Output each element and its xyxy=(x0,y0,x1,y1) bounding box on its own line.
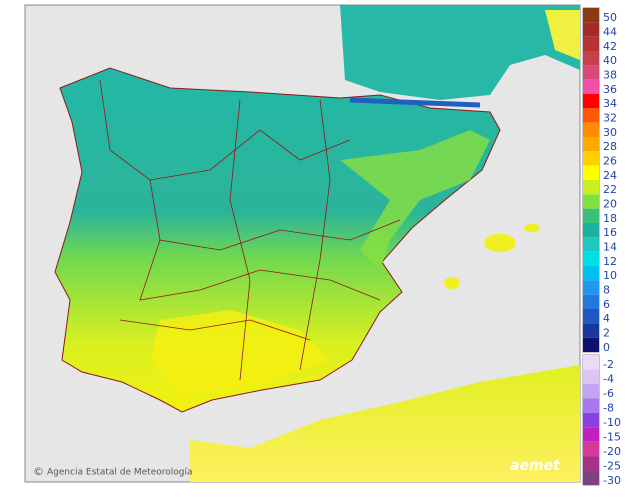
legend-label: -6 xyxy=(603,387,614,400)
legend-swatch xyxy=(583,79,599,94)
legend-swatch xyxy=(583,323,599,338)
legend-swatch xyxy=(583,337,599,352)
logo: aemet xyxy=(510,458,561,474)
legend-swatch xyxy=(583,151,599,166)
legend-swatch xyxy=(583,294,599,309)
legend-swatch xyxy=(583,309,599,324)
legend-swatch xyxy=(583,122,599,137)
legend-label: -2 xyxy=(603,358,614,371)
legend-swatch xyxy=(583,8,599,23)
legend-swatch xyxy=(583,223,599,238)
legend-swatch xyxy=(583,36,599,51)
legend-label: 18 xyxy=(603,212,617,225)
menorca xyxy=(524,224,540,232)
legend-label: 12 xyxy=(603,255,617,268)
legend-swatch xyxy=(583,65,599,80)
france xyxy=(340,5,580,100)
legend-label: -15 xyxy=(603,430,621,443)
legend-swatch xyxy=(583,266,599,281)
legend-swatch xyxy=(583,51,599,66)
legend-label: 16 xyxy=(603,226,617,239)
ebro-area xyxy=(340,130,490,270)
copyright: © xyxy=(33,465,44,478)
legend-label: 0 xyxy=(603,341,610,354)
legend-swatch xyxy=(583,470,599,485)
africa xyxy=(190,365,580,482)
legend-label: 24 xyxy=(603,169,617,182)
legend-label: 38 xyxy=(603,69,617,82)
legend-label: 50 xyxy=(603,11,617,24)
legend-swatch xyxy=(583,194,599,209)
legend-label: 34 xyxy=(603,97,617,110)
legend-label: 28 xyxy=(603,140,617,153)
legend-label: -4 xyxy=(603,373,614,386)
legend-swatch xyxy=(583,237,599,252)
france-coast xyxy=(545,10,580,60)
legend-swatch xyxy=(583,180,599,195)
legend-swatch xyxy=(583,441,599,457)
legend-label: 32 xyxy=(603,112,617,125)
ibiza xyxy=(444,277,460,289)
legend-swatch xyxy=(583,280,599,295)
agency-name: Agencia Estatal de Meteorología xyxy=(47,468,193,478)
legend-swatch xyxy=(583,94,599,109)
legend-swatch xyxy=(583,208,599,223)
legend-label: 40 xyxy=(603,54,617,67)
legend-swatch xyxy=(583,412,599,428)
legend-label: 26 xyxy=(603,155,617,168)
legend-label: -8 xyxy=(603,402,614,415)
legend-swatch xyxy=(583,355,599,370)
legend-label: -25 xyxy=(603,459,621,472)
legend-label: 44 xyxy=(603,26,617,39)
legend: 5044424038363432302826242220181614121086… xyxy=(582,7,621,487)
legend-label: 14 xyxy=(603,241,617,254)
legend-label: 36 xyxy=(603,83,617,96)
legend-label: -20 xyxy=(603,445,621,458)
legend-swatch xyxy=(583,383,599,399)
mallorca xyxy=(484,234,516,252)
province-borders xyxy=(99,79,401,381)
legend-swatch xyxy=(583,137,599,152)
legend-label: 10 xyxy=(603,269,617,282)
legend-label: 2 xyxy=(603,327,610,340)
legend-label: -30 xyxy=(603,474,621,487)
legend-swatch xyxy=(583,398,599,413)
legend-swatch xyxy=(583,427,599,442)
legend-label: -10 xyxy=(603,416,621,429)
legend-swatch xyxy=(583,22,599,37)
legend-swatch xyxy=(583,456,599,471)
legend-swatch xyxy=(583,165,599,180)
legend-label: 22 xyxy=(603,183,617,196)
legend-label: 8 xyxy=(603,284,610,297)
legend-swatch xyxy=(583,369,599,384)
pyrenees xyxy=(349,97,481,108)
legend-label: 20 xyxy=(603,198,617,211)
legend-label: 42 xyxy=(603,40,617,53)
legend-swatch xyxy=(583,251,599,266)
legend-label: 4 xyxy=(603,312,610,325)
legend-swatch xyxy=(583,108,599,123)
legend-label: 6 xyxy=(603,298,610,311)
legend-label: 30 xyxy=(603,126,617,139)
